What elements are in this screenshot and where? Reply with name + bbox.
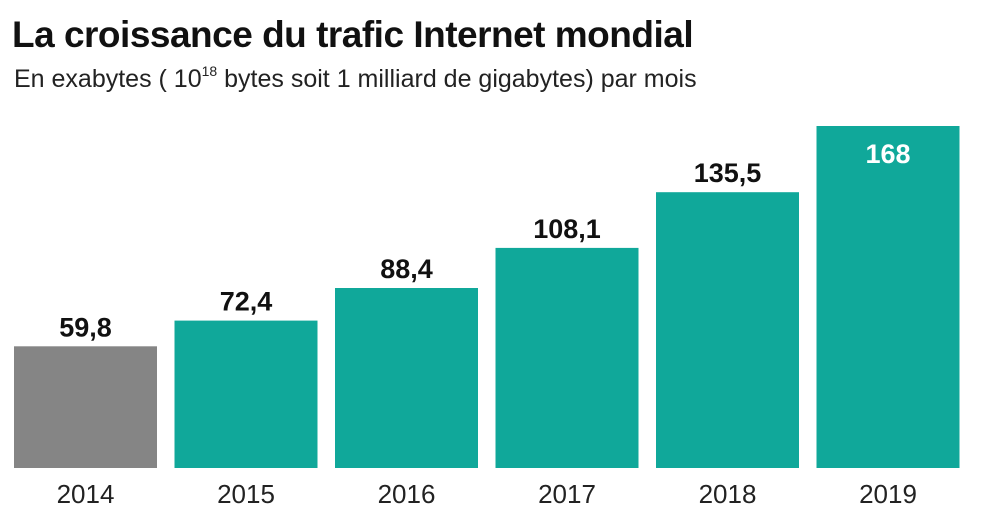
chart-subtitle: En exabytes ( 1018 bytes soit 1 milliard… <box>14 63 697 94</box>
subtitle-text: En exabytes ( 10 <box>14 65 202 93</box>
x-tick-label-2016: 2016 <box>378 479 436 509</box>
bar-2016 <box>335 288 478 468</box>
subtitle-exponent: 18 <box>201 63 218 79</box>
chart-title: La croissance du trafic Internet mondial <box>12 14 694 55</box>
data-label-2016: 88,4 <box>380 254 433 284</box>
x-tick-label-2018: 2018 <box>699 479 757 509</box>
data-label-2018: 135,5 <box>694 158 762 188</box>
x-tick-label-2014: 2014 <box>57 479 115 509</box>
bar-2015 <box>174 320 318 468</box>
x-tick-label-2017: 2017 <box>538 479 596 509</box>
data-label-2014: 59,8 <box>59 312 112 342</box>
subtitle-text-end: bytes soit 1 milliard de gigabytes) par … <box>217 65 697 93</box>
x-tick-label-2015: 2015 <box>217 479 275 509</box>
data-label-2019: 168 <box>865 139 910 169</box>
x-tick-label-2019: 2019 <box>859 479 917 509</box>
data-label-2015: 72,4 <box>220 287 273 317</box>
bar-2019 <box>816 126 960 468</box>
bar-2014 <box>14 346 157 468</box>
bar-2017 <box>495 247 639 468</box>
data-label-2017: 108,1 <box>533 214 601 244</box>
bar-2018 <box>656 192 799 468</box>
